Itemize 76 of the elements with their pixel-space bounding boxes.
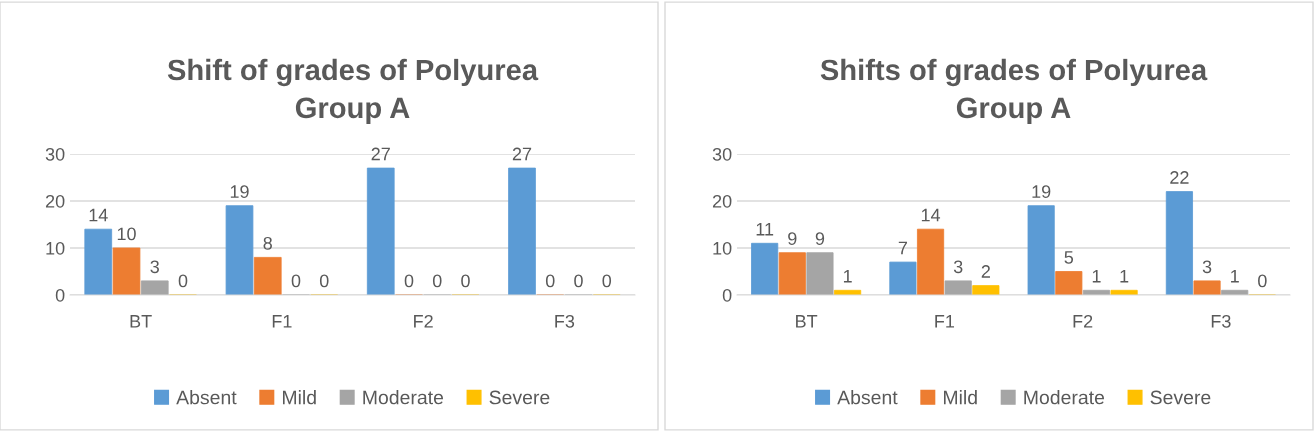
data-label: 0	[432, 274, 442, 288]
bar	[253, 256, 282, 295]
data-label: 19	[1032, 185, 1051, 198]
data-label: 10	[117, 227, 136, 241]
data-label: 3	[953, 260, 963, 274]
bar	[508, 167, 536, 295]
data-label: 14	[921, 208, 941, 222]
y-tick-label: 30	[712, 147, 732, 161]
data-label: 1	[1092, 269, 1101, 283]
data-label: 9	[788, 232, 797, 245]
bar	[944, 280, 972, 295]
chart-title: Shift of grades of Polyurea Group A	[167, 58, 539, 124]
bar	[806, 252, 834, 295]
data-label: 1	[1120, 269, 1129, 283]
data-label: 0	[461, 274, 470, 288]
data-label: 7	[898, 241, 908, 255]
data-label: 0	[404, 274, 414, 288]
bar	[112, 247, 141, 295]
data-label: 1	[843, 269, 852, 283]
legend-label: Absent	[837, 390, 898, 405]
legend-label: Severe	[1150, 390, 1211, 405]
data-label: 27	[371, 147, 390, 161]
y-tick-label: 10	[46, 241, 65, 255]
data-label: 11	[756, 222, 774, 236]
x-tick-label: F1	[272, 315, 292, 328]
data-label: 5	[1064, 251, 1074, 264]
data-label: 0	[574, 274, 583, 288]
x-tick-label: F2	[1073, 314, 1093, 328]
bar	[1165, 191, 1193, 295]
bar	[751, 242, 779, 295]
bar	[140, 280, 169, 295]
data-label: 2	[981, 265, 990, 278]
data-label: 9	[815, 232, 825, 245]
x-tick-label: BT	[130, 315, 152, 328]
data-label: 0	[319, 274, 329, 288]
x-tick-label: F1	[935, 315, 955, 328]
bar	[972, 285, 1000, 295]
bar	[1193, 280, 1221, 295]
data-label: 14	[89, 208, 108, 222]
x-tick-label: F3	[555, 314, 575, 328]
data-label: 0	[1258, 274, 1267, 288]
x-tick-label: BT	[796, 315, 818, 328]
bar	[1027, 205, 1055, 295]
bar	[1055, 271, 1083, 295]
y-tick-label: 10	[713, 241, 732, 255]
data-label: 8	[263, 236, 272, 250]
bar	[917, 228, 945, 295]
legend-label: Moderate	[363, 390, 444, 405]
data-label: 3	[1202, 260, 1212, 274]
chart-title: Shifts of grades of Polyurea Group A	[820, 58, 1208, 124]
legend-label: Mild	[283, 390, 316, 405]
legend-label: Mild	[944, 390, 977, 405]
data-label: 19	[230, 185, 249, 198]
data-label: 22	[1170, 171, 1189, 184]
y-tick-label: 0	[55, 288, 65, 302]
legend-label: Severe	[489, 390, 550, 405]
y-tick-label: 30	[45, 147, 65, 161]
data-label: 0	[178, 274, 188, 288]
bar	[366, 167, 395, 295]
bar	[778, 252, 806, 295]
bar	[84, 228, 113, 295]
data-label: 1	[1231, 269, 1239, 283]
bar	[889, 261, 917, 295]
bar	[225, 205, 254, 295]
data-label: 0	[291, 274, 301, 288]
data-label: 3	[150, 260, 159, 274]
y-tick-label: 20	[712, 194, 732, 208]
y-tick-label: 20	[45, 194, 65, 208]
data-label: 0	[545, 274, 555, 288]
x-tick-label: F3	[1211, 314, 1231, 328]
y-tick-label: 0	[722, 288, 732, 302]
x-tick-label: F2	[414, 314, 433, 328]
data-label: 0	[602, 274, 612, 288]
legend-label: Moderate	[1024, 390, 1105, 405]
legend-label: Absent	[176, 390, 237, 405]
data-label: 27	[512, 147, 532, 161]
